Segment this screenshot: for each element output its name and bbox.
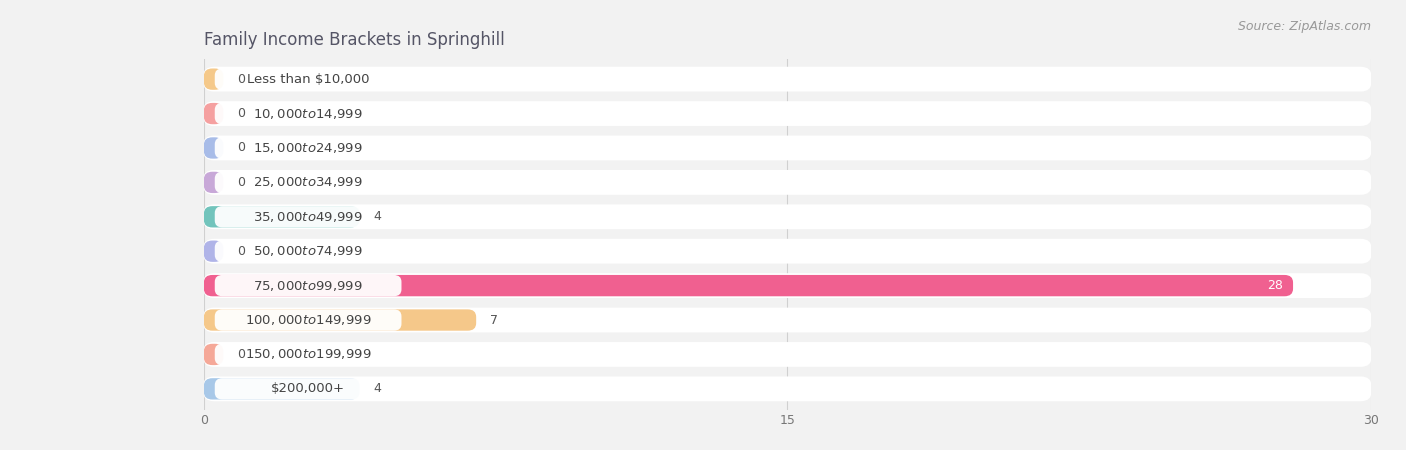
- FancyBboxPatch shape: [202, 342, 1372, 367]
- FancyBboxPatch shape: [215, 68, 402, 90]
- FancyBboxPatch shape: [215, 172, 402, 193]
- FancyBboxPatch shape: [204, 309, 477, 331]
- FancyBboxPatch shape: [202, 170, 1372, 195]
- FancyBboxPatch shape: [215, 206, 402, 227]
- Text: 28: 28: [1267, 279, 1284, 292]
- Text: 7: 7: [489, 314, 498, 327]
- FancyBboxPatch shape: [204, 241, 224, 262]
- FancyBboxPatch shape: [204, 378, 360, 400]
- FancyBboxPatch shape: [202, 308, 1372, 333]
- Text: 0: 0: [238, 141, 245, 154]
- Text: $10,000 to $14,999: $10,000 to $14,999: [253, 107, 363, 121]
- Text: $200,000+: $200,000+: [271, 382, 344, 396]
- FancyBboxPatch shape: [202, 273, 1372, 298]
- Text: $100,000 to $149,999: $100,000 to $149,999: [245, 313, 371, 327]
- Text: 0: 0: [238, 245, 245, 258]
- Text: 4: 4: [373, 382, 381, 396]
- Text: $150,000 to $199,999: $150,000 to $199,999: [245, 347, 371, 361]
- Text: 0: 0: [238, 176, 245, 189]
- FancyBboxPatch shape: [204, 103, 224, 124]
- FancyBboxPatch shape: [202, 101, 1372, 126]
- Text: 4: 4: [373, 210, 381, 223]
- FancyBboxPatch shape: [215, 344, 402, 365]
- Text: $15,000 to $24,999: $15,000 to $24,999: [253, 141, 363, 155]
- Text: Family Income Brackets in Springhill: Family Income Brackets in Springhill: [204, 31, 505, 49]
- Text: $25,000 to $34,999: $25,000 to $34,999: [253, 176, 363, 189]
- FancyBboxPatch shape: [215, 137, 402, 159]
- FancyBboxPatch shape: [204, 206, 360, 227]
- FancyBboxPatch shape: [215, 275, 402, 296]
- FancyBboxPatch shape: [215, 241, 402, 262]
- FancyBboxPatch shape: [215, 378, 402, 400]
- FancyBboxPatch shape: [202, 239, 1372, 264]
- FancyBboxPatch shape: [204, 137, 224, 159]
- Text: Less than $10,000: Less than $10,000: [247, 72, 370, 86]
- FancyBboxPatch shape: [215, 309, 402, 331]
- FancyBboxPatch shape: [202, 67, 1372, 91]
- FancyBboxPatch shape: [202, 204, 1372, 229]
- Text: 0: 0: [238, 348, 245, 361]
- FancyBboxPatch shape: [204, 344, 224, 365]
- FancyBboxPatch shape: [204, 68, 224, 90]
- Text: $75,000 to $99,999: $75,000 to $99,999: [253, 279, 363, 292]
- Text: Source: ZipAtlas.com: Source: ZipAtlas.com: [1237, 20, 1371, 33]
- Text: $50,000 to $74,999: $50,000 to $74,999: [253, 244, 363, 258]
- FancyBboxPatch shape: [204, 275, 1294, 296]
- Text: 0: 0: [238, 107, 245, 120]
- FancyBboxPatch shape: [204, 172, 224, 193]
- Text: $35,000 to $49,999: $35,000 to $49,999: [253, 210, 363, 224]
- Text: 0: 0: [238, 72, 245, 86]
- FancyBboxPatch shape: [202, 135, 1372, 160]
- FancyBboxPatch shape: [202, 377, 1372, 401]
- FancyBboxPatch shape: [215, 103, 402, 124]
